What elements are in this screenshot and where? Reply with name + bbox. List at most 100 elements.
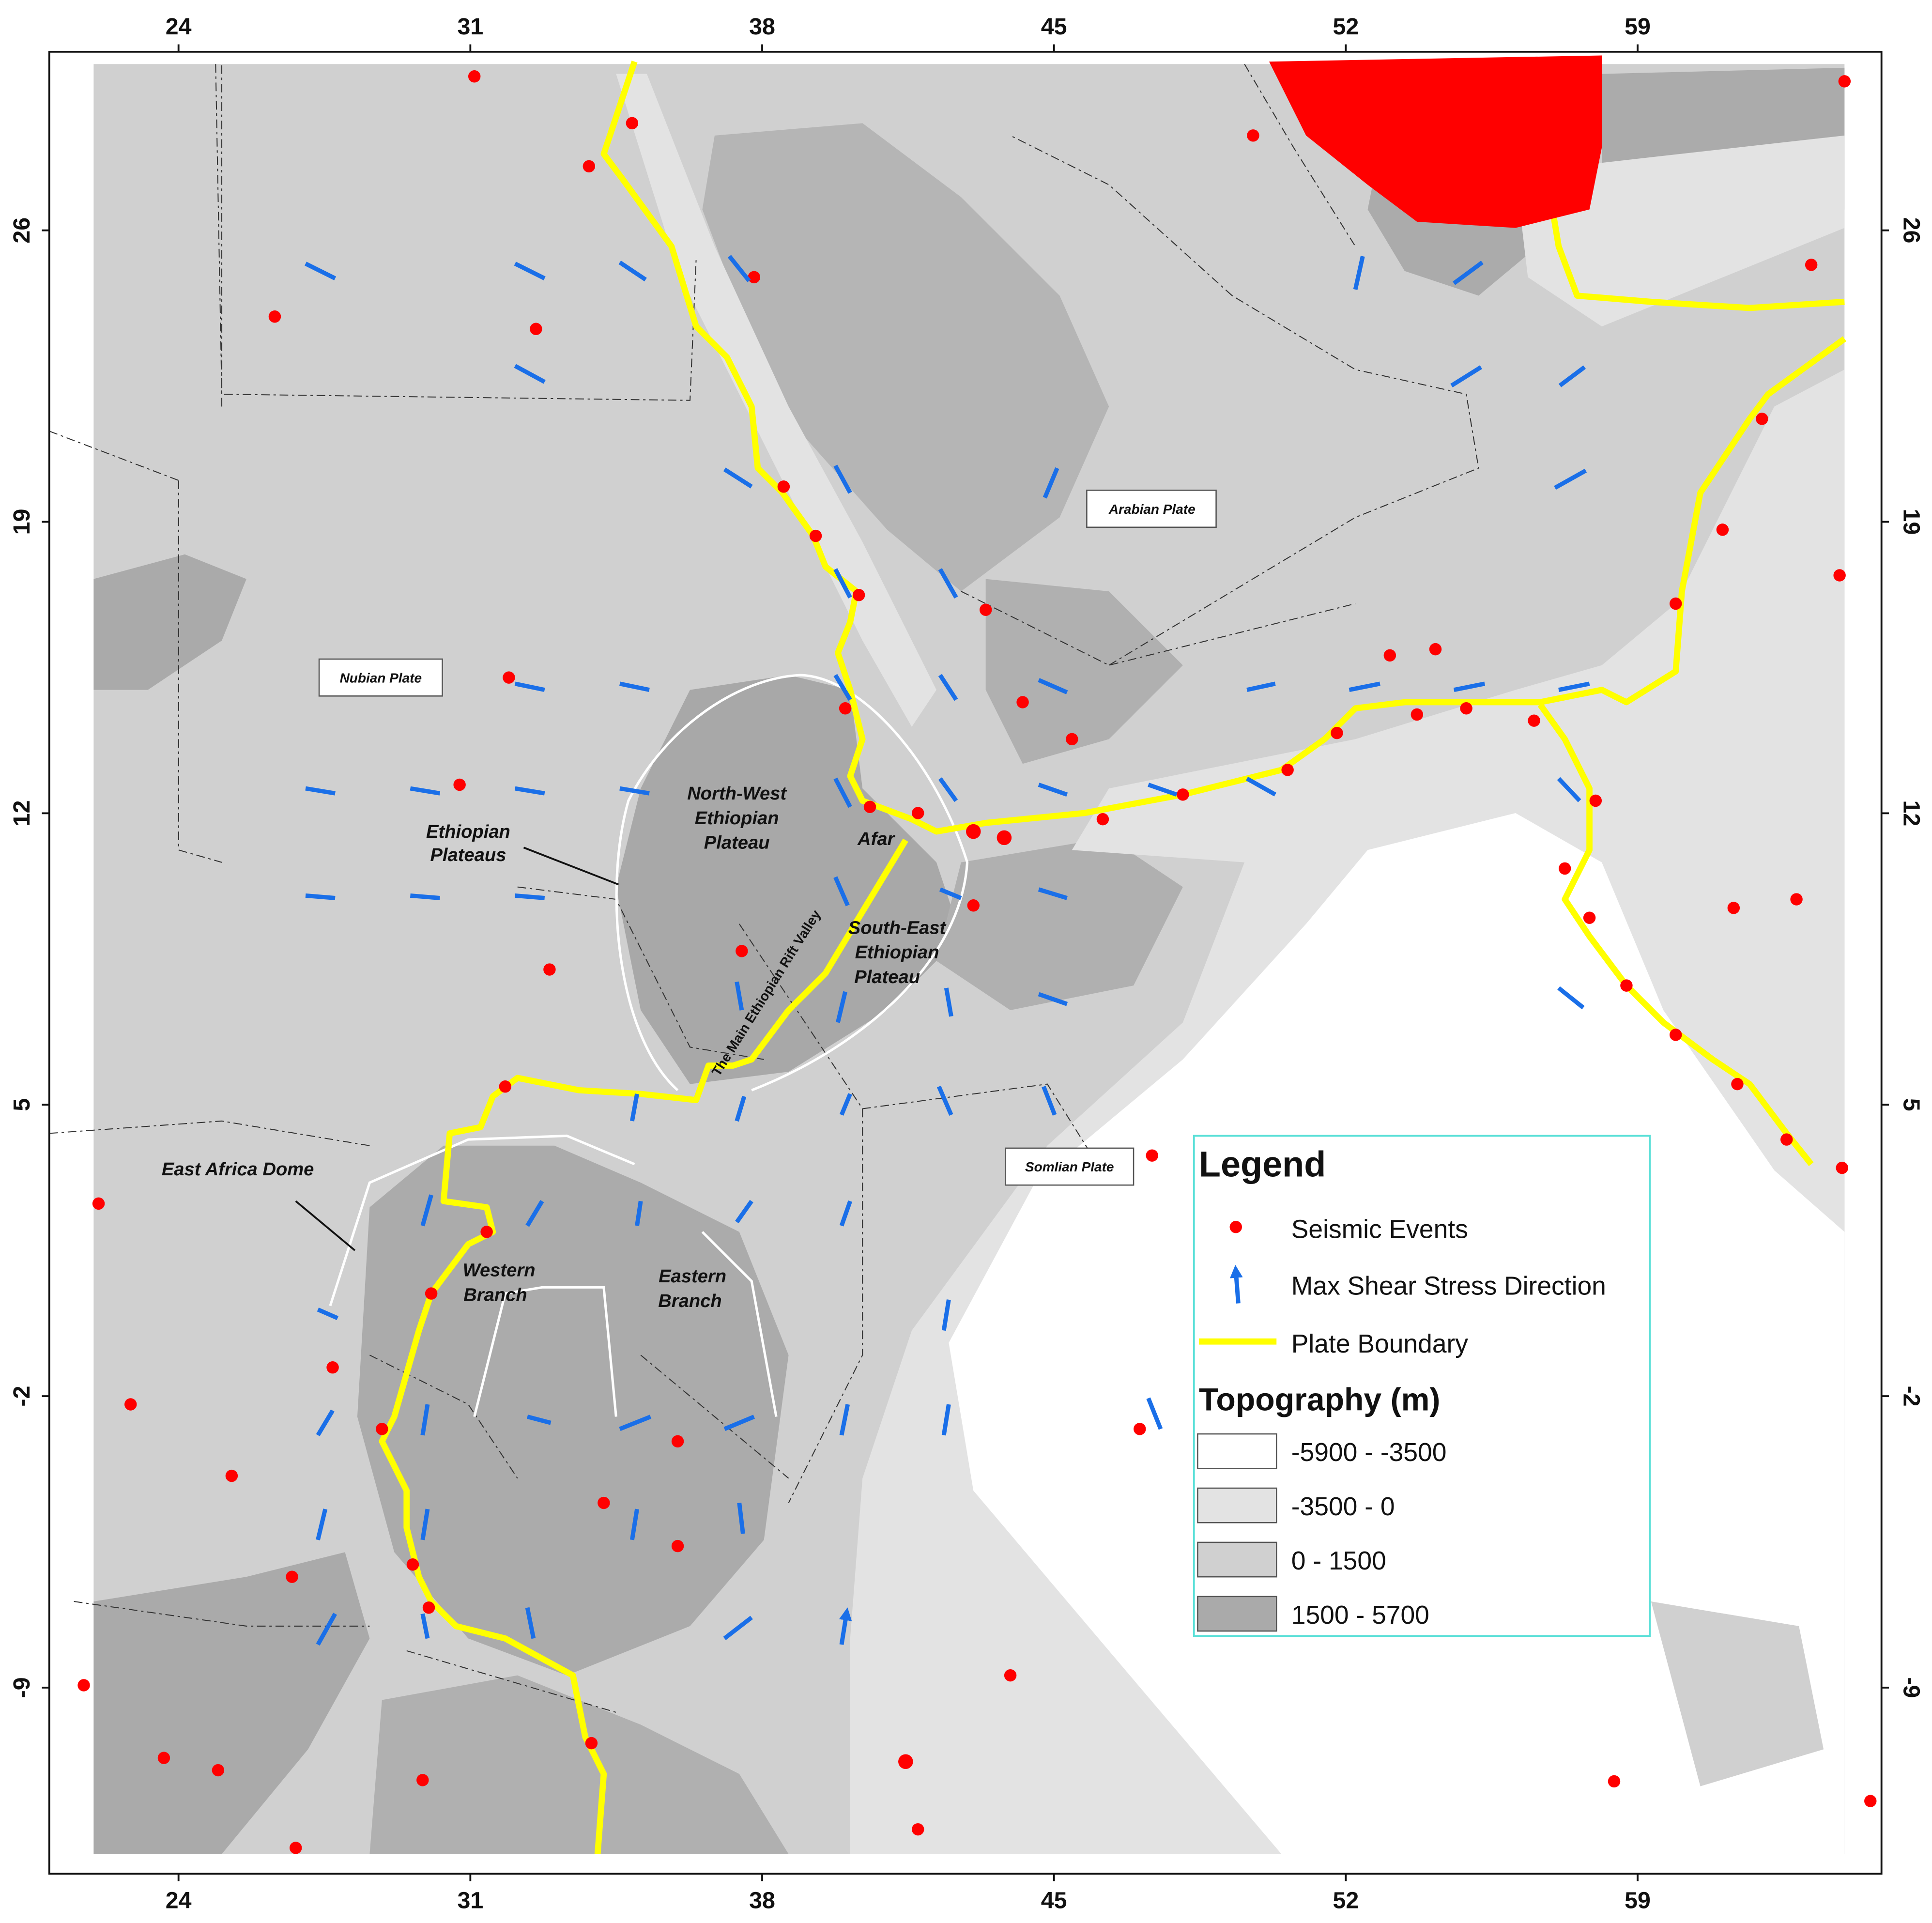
- legend-label: Plate Boundary: [1291, 1330, 1469, 1358]
- legend-label: -5900 - -3500: [1291, 1438, 1447, 1467]
- seismic-event: [852, 588, 865, 601]
- plateau-outline: [615, 674, 969, 1092]
- seismic-event: [157, 1752, 170, 1764]
- seismic-event: [286, 1570, 298, 1583]
- y-tick-label: -9: [1898, 1677, 1924, 1698]
- x-tick-label: 31: [457, 14, 483, 40]
- region-label: Branch: [658, 1291, 721, 1311]
- legend: Legend Seismic Events Max Shear Stress D…: [1193, 1135, 1651, 1637]
- highland: [616, 675, 961, 1084]
- region-label: East Africa Dome: [162, 1159, 314, 1180]
- seismic-event: [1727, 902, 1740, 914]
- legend-swatch: [1197, 1433, 1277, 1469]
- seismic-event: [1558, 862, 1571, 875]
- plate-boundary: [1537, 703, 1814, 1166]
- seismic-event: [468, 70, 481, 83]
- label-pointer: [523, 846, 619, 886]
- region-label: Ethiopian: [426, 821, 510, 842]
- seismic-event: [979, 603, 992, 616]
- seismic-event: [1460, 702, 1472, 715]
- y-tick-label: 5: [9, 1098, 35, 1111]
- seismic-event: [1016, 696, 1029, 708]
- seismic-event: [1429, 643, 1442, 656]
- seismic-events: [77, 70, 1877, 1854]
- seismic-event: [1608, 1775, 1621, 1788]
- y-tick-label: 12: [9, 800, 35, 827]
- highland: [369, 1675, 789, 1854]
- seismic-event: [1838, 75, 1851, 88]
- region-label: Ethiopian: [695, 808, 779, 829]
- region-label: Afar: [857, 829, 895, 849]
- highland: [93, 554, 370, 1854]
- seismic-event: [671, 1435, 684, 1448]
- highland: [936, 579, 1183, 1010]
- x-tick-label: 31: [457, 1887, 483, 1913]
- seismic-event: [416, 1774, 429, 1786]
- seismic-event: [583, 160, 596, 173]
- seismic-event: [1583, 911, 1596, 924]
- x-tick-label: 38: [749, 14, 775, 40]
- seismic-event: [736, 945, 748, 957]
- seismic-event: [997, 830, 1012, 846]
- seismic-event: [1669, 597, 1682, 610]
- legend-label: Seismic Events: [1291, 1215, 1468, 1244]
- label-box: [1086, 490, 1217, 528]
- legend-title: Legend: [1199, 1144, 1326, 1184]
- seismic-event: [453, 778, 466, 791]
- legend-swatch: [1197, 1541, 1277, 1578]
- legend-subtitle: Topography (m): [1199, 1382, 1441, 1418]
- y-tick-label: -2: [9, 1386, 35, 1407]
- x-tick-label: 45: [1041, 1887, 1067, 1913]
- label-pointer: [295, 1200, 356, 1251]
- region-label: Eastern: [659, 1266, 726, 1287]
- seismic-event: [1383, 649, 1396, 662]
- legend-swatch: [1197, 1596, 1277, 1632]
- seismic-event: [966, 824, 981, 839]
- y-tick-label: -2: [1898, 1386, 1924, 1407]
- seismic-event: [1864, 1795, 1877, 1807]
- y-tick-label: 26: [9, 217, 35, 244]
- seismic-event: [1004, 1669, 1017, 1682]
- legend-label: Max Shear Stress Direction: [1291, 1272, 1606, 1301]
- seismic-event: [1833, 569, 1846, 582]
- red-sea: [616, 74, 936, 727]
- seismic-event: [748, 271, 761, 284]
- x-tick-label: 38: [749, 1887, 775, 1913]
- plate-label: Arabian Plate: [1108, 502, 1196, 517]
- seismic-event: [839, 702, 852, 715]
- x-tick-label: 45: [1041, 14, 1067, 40]
- seismic-event: [1066, 733, 1078, 746]
- stress-arrow: [305, 255, 1590, 1646]
- seismic-event: [585, 1737, 598, 1750]
- legend-label: 1500 - 5700: [1291, 1601, 1429, 1630]
- label-box: [1005, 1147, 1135, 1186]
- seismic-event: [289, 1842, 302, 1854]
- seismic-event: [912, 807, 924, 819]
- seismic-event: [268, 310, 281, 323]
- gulf: [1515, 135, 1845, 327]
- seismic-event: [1096, 813, 1109, 826]
- legend-symbol: [1229, 1264, 1243, 1304]
- region-label: North-West: [687, 783, 787, 804]
- legend-label: 0 - 1500: [1291, 1547, 1386, 1575]
- seismic-event: [543, 963, 556, 976]
- seismic-event: [912, 1823, 924, 1836]
- seismic-event: [1281, 764, 1294, 776]
- plate-label: Nubian Plate: [340, 670, 422, 685]
- seismic-event: [967, 899, 980, 912]
- seismic-event: [326, 1361, 339, 1374]
- seismic-event: [480, 1226, 493, 1238]
- seismic-event: [777, 480, 790, 493]
- x-tick-label: 24: [166, 14, 192, 40]
- seismic-event: [1669, 1029, 1682, 1041]
- seismic-event: [598, 1496, 610, 1509]
- stress-arrows: [305, 255, 1590, 1646]
- seismic-event: [626, 117, 639, 130]
- highland: [702, 123, 1109, 592]
- seismic-event: [422, 1601, 435, 1614]
- seismic-event: [503, 671, 515, 684]
- seismic-event: [499, 1080, 512, 1093]
- y-tick-label: 19: [1898, 509, 1924, 535]
